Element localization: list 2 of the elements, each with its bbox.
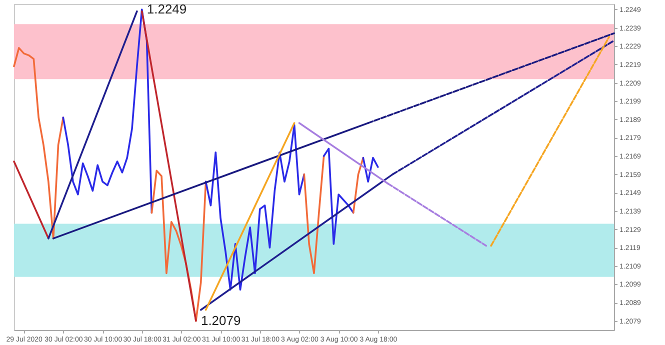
annotation: 1.2249 [146, 1, 187, 16]
annotation: 1.2079 [200, 312, 241, 328]
